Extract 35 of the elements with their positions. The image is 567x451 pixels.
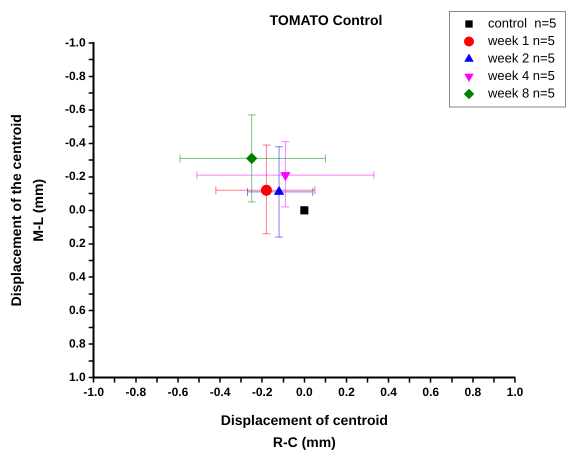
legend-label: control n=5 [488, 16, 556, 31]
legend-label: week 8 n=5 [487, 86, 555, 101]
y-tick-label: -0.2 [64, 169, 86, 184]
y-tick-label: -0.8 [64, 68, 86, 83]
x-tick-label: 0.0 [296, 385, 314, 400]
y-tick-label: 1.0 [68, 370, 86, 384]
chart-title: TOMATO Control [270, 12, 382, 28]
legend-label: week 1 n=5 [487, 33, 555, 48]
x-tick-label: 0.2 [338, 385, 356, 400]
y-tick-label: -0.4 [64, 136, 86, 150]
point [246, 152, 258, 164]
y-tick-label: 0.8 [68, 336, 86, 350]
x-axis-title: Displacement of centroid R-C (mm) [220, 412, 388, 450]
y-tick-label: -0.6 [64, 102, 86, 116]
x-tick-label: 0.4 [380, 385, 398, 400]
y-tick-label: 0.2 [68, 236, 86, 250]
y-tick-label: -1.0 [64, 35, 86, 50]
point [300, 206, 308, 214]
x-tick-label: -0.4 [210, 385, 231, 400]
x-tick-label: -0.2 [252, 385, 273, 400]
y-axis-title: Displacement of the centroid M-L (mm) [8, 114, 46, 306]
x-tick-label: 0.8 [464, 385, 482, 400]
y-tick-label: 0.6 [68, 302, 86, 317]
legend-label: week 2 n=5 [487, 50, 555, 66]
x-tick-label: 0.6 [422, 385, 440, 400]
x-tick-label: -1.0 [83, 385, 104, 400]
point [274, 186, 284, 195]
legend-label: week 4 n=5 [487, 68, 555, 84]
y-tick-label: 0.0 [68, 202, 86, 217]
x-tick-label: -0.8 [125, 385, 146, 400]
point [260, 184, 272, 196]
y-tick-label: 0.4 [68, 270, 86, 284]
point [280, 172, 290, 181]
x-tick-label: -0.6 [168, 385, 189, 400]
x-tick-label: 1.0 [506, 385, 524, 400]
